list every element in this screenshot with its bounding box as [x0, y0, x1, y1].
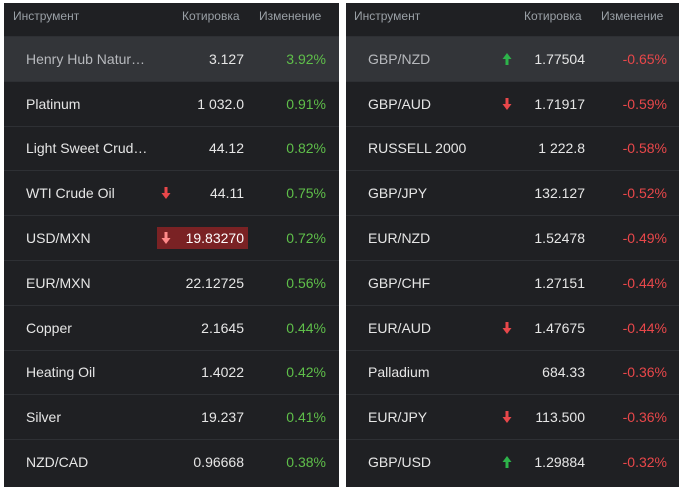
change-percent: 3.92%: [286, 50, 326, 67]
arrow-down-icon: [161, 232, 171, 245]
instrument-name[interactable]: NZD/CAD: [26, 454, 89, 471]
instrument-name[interactable]: Copper: [26, 319, 72, 336]
column-header-change[interactable]: Изменение: [259, 9, 322, 23]
arrow-down-icon: [502, 321, 512, 334]
change-percent: 0.72%: [286, 230, 326, 247]
change-percent: -0.65%: [622, 50, 667, 67]
table-row[interactable]: Light Sweet Crud… 44.12 0.82%: [4, 125, 339, 171]
change-percent: 0.82%: [286, 140, 326, 157]
table-row[interactable]: RUSSELL 2000 1 222.8 -0.58%: [346, 125, 679, 171]
instrument-name[interactable]: Platinum: [26, 95, 81, 112]
table-row[interactable]: Copper 2.1645 0.44%: [4, 304, 339, 350]
change-percent: -0.59%: [622, 95, 667, 112]
table-row[interactable]: GBP/AUD 1.71917 -0.59%: [346, 80, 679, 126]
change-percent: -0.36%: [622, 364, 667, 381]
column-header-instrument[interactable]: Инструмент: [13, 9, 80, 23]
quote-value: 1.52478: [534, 230, 585, 247]
quote-value: 0.96668: [193, 454, 244, 471]
table-row[interactable]: Heating Oil 1.4022 0.42%: [4, 349, 339, 395]
table-row[interactable]: GBP/JPY 132.127 -0.52%: [346, 170, 679, 215]
quote-value: 3.127: [208, 50, 244, 67]
quote-value: 1.4022: [201, 364, 244, 381]
quotes-table-gainers: Инструмент Котировка Изменение Henry Hub…: [4, 3, 339, 487]
instrument-name[interactable]: Palladium: [368, 364, 430, 381]
instrument-name[interactable]: WTI Crude Oil: [26, 185, 115, 202]
change-percent: -0.52%: [622, 185, 667, 202]
instrument-name[interactable]: Henry Hub Natur…: [26, 50, 146, 67]
table-row[interactable]: Palladium 684.33 -0.36%: [346, 349, 679, 395]
change-percent: 0.75%: [286, 185, 326, 202]
change-percent: -0.32%: [622, 454, 667, 471]
table-row[interactable]: EUR/MXN 22.12725 0.56%: [4, 259, 339, 305]
column-header-quote[interactable]: Котировка: [182, 9, 240, 23]
instrument-name[interactable]: Silver: [26, 409, 62, 426]
quote-value: 1.47675: [534, 319, 585, 336]
change-percent: -0.36%: [622, 409, 667, 426]
table-row[interactable]: GBP/USD 1.29884 -0.32%: [346, 439, 679, 484]
table-header: Инструмент Котировка Изменение: [346, 3, 679, 36]
column-header-change[interactable]: Изменение: [601, 9, 664, 23]
quote-value: 1.77504: [534, 50, 585, 67]
quote-value: 44.12: [208, 140, 244, 157]
quotes-table-losers: Инструмент Котировка Изменение GBP/NZD 1.…: [346, 3, 679, 487]
table-row[interactable]: Silver 19.237 0.41%: [4, 394, 339, 439]
quote-value: 684.33: [542, 364, 585, 381]
arrow-down-icon: [502, 97, 512, 110]
arrow-up-icon: [502, 456, 512, 469]
quote-value: 1.27151: [534, 274, 585, 291]
change-percent: -0.58%: [622, 140, 667, 157]
instrument-name[interactable]: GBP/AUD: [368, 95, 432, 112]
quote-value: 113.500: [535, 409, 585, 426]
change-percent: -0.44%: [622, 319, 667, 336]
table-row[interactable]: Platinum 1 032.0 0.91%: [4, 80, 339, 126]
table-row[interactable]: EUR/NZD 1.52478 -0.49%: [346, 215, 679, 260]
table-row[interactable]: Henry Hub Natur… 3.127 3.92%: [4, 36, 339, 81]
instrument-name[interactable]: EUR/AUD: [368, 319, 432, 336]
quote-value: 1.71917: [534, 95, 585, 112]
column-header-instrument[interactable]: Инструмент: [354, 9, 421, 23]
instrument-name[interactable]: EUR/MXN: [26, 274, 91, 291]
table-row[interactable]: NZD/CAD 0.96668 0.38%: [4, 439, 339, 484]
column-header-quote[interactable]: Котировка: [524, 9, 582, 23]
quote-value: 2.1645: [201, 319, 244, 336]
change-percent: -0.49%: [622, 230, 667, 247]
instrument-name[interactable]: Heating Oil: [26, 364, 96, 381]
instrument-name[interactable]: EUR/NZD: [368, 230, 431, 247]
quote-value: 19.83270: [157, 227, 248, 250]
quote-value: 1 222.8: [538, 140, 585, 157]
change-percent: 0.91%: [286, 95, 326, 112]
table-row[interactable]: EUR/AUD 1.47675 -0.44%: [346, 304, 679, 350]
instrument-name[interactable]: GBP/NZD: [368, 50, 431, 67]
table-row[interactable]: EUR/JPY 113.500 -0.36%: [346, 394, 679, 439]
instrument-name[interactable]: GBP/USD: [368, 454, 432, 471]
table-row[interactable]: WTI Crude Oil 44.11 0.75%: [4, 170, 339, 215]
change-percent: -0.44%: [622, 274, 667, 291]
change-percent: 0.38%: [286, 454, 326, 471]
arrow-down-icon: [502, 411, 512, 424]
quote-value: 1 032.0: [197, 95, 244, 112]
quote-value: 1.29884: [534, 454, 585, 471]
table-row[interactable]: GBP/NZD 1.77504 -0.65%: [346, 36, 679, 81]
change-percent: 0.56%: [286, 274, 326, 291]
table-row[interactable]: GBP/CHF 1.27151 -0.44%: [346, 259, 679, 305]
quote-value: 132.127: [534, 185, 585, 202]
quote-value: 19.237: [201, 409, 244, 426]
change-percent: 0.42%: [286, 364, 326, 381]
quote-value: 22.12725: [185, 274, 244, 291]
instrument-name[interactable]: RUSSELL 2000: [368, 140, 467, 157]
change-percent: 0.41%: [286, 409, 326, 426]
instrument-name[interactable]: GBP/CHF: [368, 274, 431, 291]
change-percent: 0.44%: [286, 319, 326, 336]
arrow-down-icon: [161, 187, 171, 200]
instrument-name[interactable]: GBP/JPY: [368, 185, 428, 202]
table-header: Инструмент Котировка Изменение: [4, 3, 339, 36]
instrument-name[interactable]: USD/MXN: [26, 230, 91, 247]
quote-value: 44.11: [210, 185, 244, 202]
arrow-up-icon: [502, 52, 512, 65]
table-row[interactable]: USD/MXN 19.83270 0.72%: [4, 215, 339, 260]
instrument-name[interactable]: Light Sweet Crud…: [26, 140, 148, 157]
instrument-name[interactable]: EUR/JPY: [368, 409, 428, 426]
